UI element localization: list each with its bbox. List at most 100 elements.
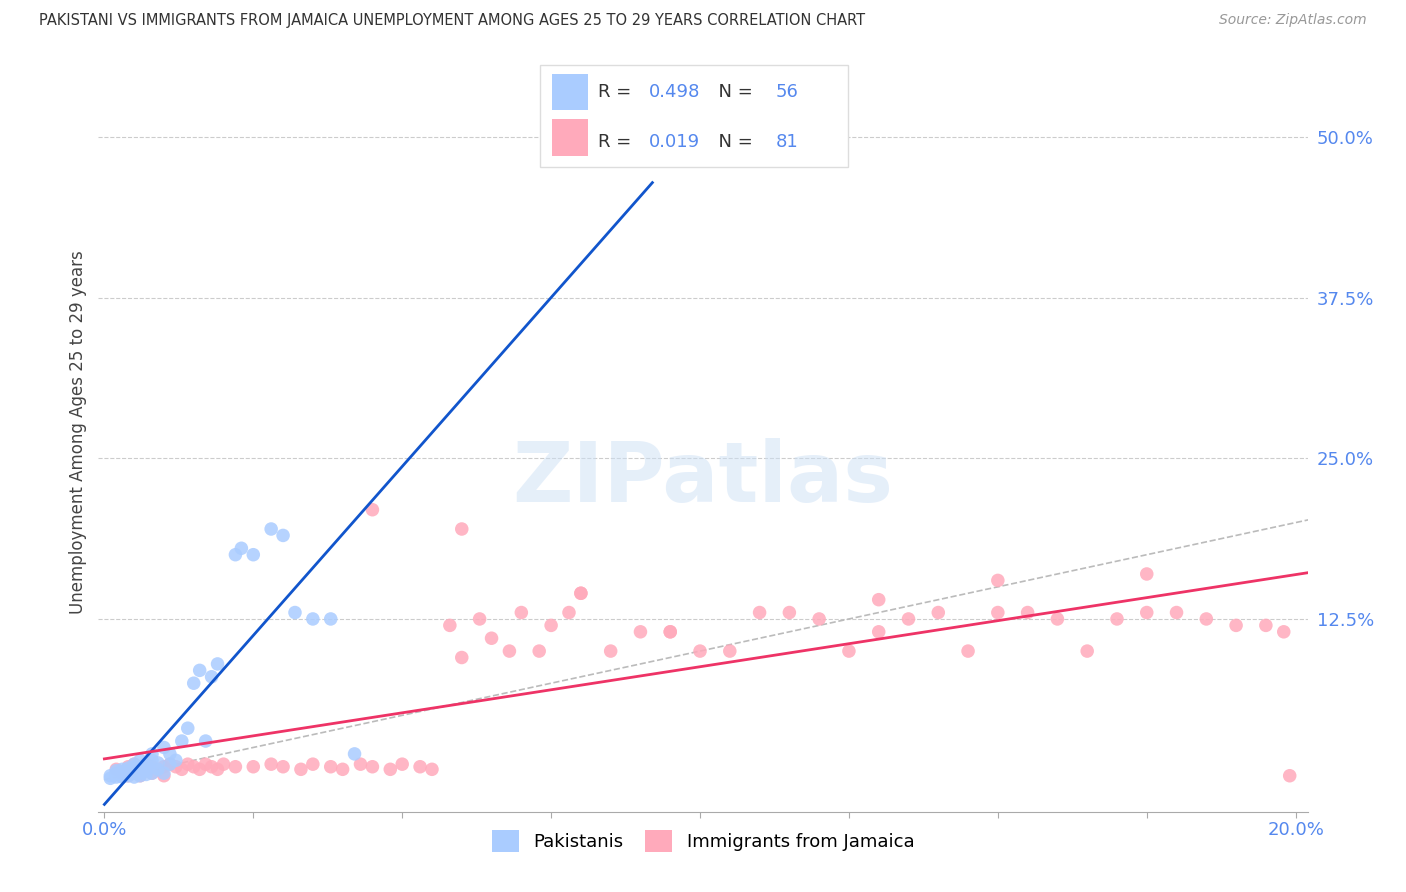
Point xyxy=(129,769,152,783)
Point xyxy=(1017,606,1039,620)
Point xyxy=(194,734,217,748)
Point xyxy=(242,760,264,774)
Point xyxy=(361,502,384,516)
Point xyxy=(183,760,205,774)
Point xyxy=(117,767,139,781)
Point xyxy=(111,766,134,780)
Point xyxy=(343,747,366,761)
Point xyxy=(153,769,176,783)
Text: PAKISTANI VS IMMIGRANTS FROM JAMAICA UNEMPLOYMENT AMONG AGES 25 TO 29 YEARS CORR: PAKISTANI VS IMMIGRANTS FROM JAMAICA UNE… xyxy=(39,13,866,29)
Point xyxy=(98,769,121,783)
Point xyxy=(527,644,550,658)
Point xyxy=(105,767,128,781)
Point xyxy=(98,772,121,786)
Point xyxy=(117,769,139,783)
Point xyxy=(129,762,152,776)
Point xyxy=(599,143,621,157)
Point xyxy=(224,548,246,562)
Point xyxy=(748,606,770,620)
Text: 81: 81 xyxy=(776,133,799,152)
Point xyxy=(159,757,181,772)
Point xyxy=(200,670,222,684)
Point xyxy=(361,760,384,774)
Point xyxy=(987,574,1010,588)
Point xyxy=(165,760,187,774)
Point xyxy=(141,753,163,767)
Point xyxy=(141,760,163,774)
Point xyxy=(1254,618,1277,632)
Point xyxy=(129,760,152,774)
Point xyxy=(183,676,205,690)
Point xyxy=(122,764,145,778)
Point xyxy=(111,766,134,780)
Point xyxy=(117,761,139,775)
Point xyxy=(146,762,169,776)
Point xyxy=(409,760,432,774)
Point xyxy=(207,657,229,671)
Point xyxy=(207,762,229,776)
Point xyxy=(135,762,157,776)
Point xyxy=(111,769,134,783)
Text: N =: N = xyxy=(707,83,758,101)
Text: Source: ZipAtlas.com: Source: ZipAtlas.com xyxy=(1219,13,1367,28)
Point xyxy=(231,541,253,556)
Point xyxy=(105,764,128,778)
FancyBboxPatch shape xyxy=(540,65,848,168)
Point xyxy=(260,522,283,536)
Text: 0.019: 0.019 xyxy=(648,133,700,152)
Point xyxy=(177,721,200,735)
Point xyxy=(558,606,581,620)
Point xyxy=(117,760,139,774)
Point xyxy=(153,766,176,780)
Point xyxy=(129,753,152,767)
Point xyxy=(290,762,312,776)
Point xyxy=(1136,566,1159,581)
Point xyxy=(689,644,711,658)
Point xyxy=(302,757,325,772)
Point xyxy=(146,762,169,776)
Point xyxy=(122,760,145,774)
Point xyxy=(111,770,134,784)
Point xyxy=(188,762,211,776)
Point xyxy=(957,644,980,658)
Point xyxy=(194,757,217,772)
Point xyxy=(659,624,682,639)
Point xyxy=(659,624,682,639)
Point xyxy=(569,586,592,600)
Point xyxy=(808,612,831,626)
Point xyxy=(122,766,145,780)
Point xyxy=(439,618,461,632)
Point xyxy=(242,548,264,562)
Point xyxy=(122,762,145,776)
Point xyxy=(1195,612,1218,626)
Point xyxy=(868,624,890,639)
Point xyxy=(177,757,200,772)
Point xyxy=(135,757,157,772)
Y-axis label: Unemployment Among Ages 25 to 29 years: Unemployment Among Ages 25 to 29 years xyxy=(69,251,87,615)
Point xyxy=(159,757,181,772)
Text: 56: 56 xyxy=(776,83,799,101)
Point xyxy=(599,644,621,658)
Point xyxy=(868,592,890,607)
Text: R =: R = xyxy=(598,133,637,152)
Point xyxy=(271,528,294,542)
Point xyxy=(1105,612,1128,626)
Point xyxy=(927,606,949,620)
Point xyxy=(1272,624,1295,639)
Point xyxy=(481,632,503,646)
Point xyxy=(1166,606,1188,620)
Point xyxy=(569,586,592,600)
Point xyxy=(224,760,246,774)
Point xyxy=(117,769,139,783)
Point xyxy=(159,747,181,761)
Point xyxy=(319,760,342,774)
Point xyxy=(718,644,741,658)
Point xyxy=(146,756,169,770)
Point xyxy=(1046,612,1069,626)
Point xyxy=(135,760,157,774)
Point xyxy=(450,650,472,665)
Point xyxy=(105,770,128,784)
Point xyxy=(111,762,134,776)
FancyBboxPatch shape xyxy=(551,74,588,111)
Point xyxy=(420,762,443,776)
